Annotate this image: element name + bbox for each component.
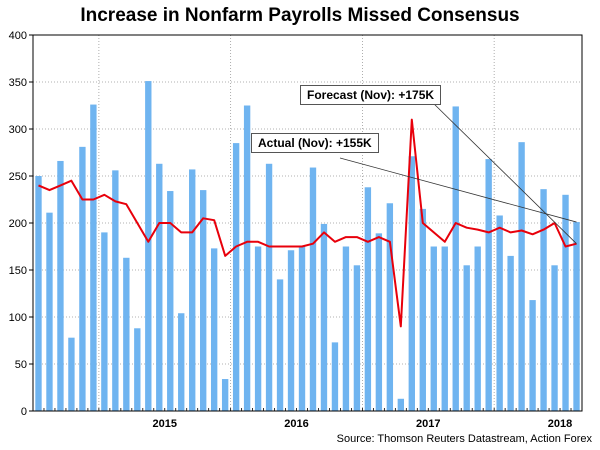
forecast-leader-line	[429, 99, 577, 244]
actual-bar	[496, 215, 503, 411]
actual-bar	[243, 105, 251, 411]
actual-bar	[46, 212, 53, 411]
actual-bar	[145, 81, 152, 411]
actual-bar	[342, 246, 350, 411]
actual-bar	[123, 257, 130, 411]
x-year-label: 2018	[548, 418, 572, 430]
actual-bar	[364, 187, 372, 411]
y-tick-label: 400	[9, 30, 27, 42]
actual-bar	[79, 146, 86, 412]
actual-bar	[254, 246, 262, 411]
forecast-line	[38, 118, 577, 328]
actual-bar	[529, 300, 536, 411]
actual-bar	[276, 279, 284, 411]
y-tick-label: 250	[9, 171, 27, 183]
actual-bar	[540, 189, 547, 411]
actual-bar	[397, 398, 405, 411]
y-tick-label: 350	[9, 77, 27, 89]
forecast-annotation: Forecast (Nov): +175K	[300, 85, 442, 105]
actual-bar	[474, 246, 481, 411]
actual-bar	[452, 106, 459, 411]
actual-bar	[463, 265, 470, 411]
actual-annotation: Actual (Nov): +155K	[251, 133, 379, 153]
actual-bar	[287, 250, 295, 411]
actual-bar	[551, 265, 558, 411]
actual-bar	[298, 246, 306, 411]
source-note: Source: Thomson Reuters Datastream, Acti…	[336, 433, 592, 445]
actual-bar	[156, 163, 163, 411]
actual-bar	[408, 156, 415, 411]
actual-bar	[200, 190, 207, 411]
actual-bar	[353, 265, 361, 411]
actual-bar	[35, 176, 42, 411]
actual-bar	[167, 191, 174, 411]
y-tick-label: 0	[21, 406, 27, 418]
x-year-label: 2016	[284, 418, 308, 430]
actual-bar	[309, 167, 317, 411]
actual-bar	[101, 232, 108, 411]
actual-bar	[507, 255, 514, 411]
actual-bar	[485, 159, 492, 411]
x-year-label: 2015	[153, 418, 177, 430]
actual-bar	[178, 313, 185, 411]
actual-bar	[562, 194, 569, 411]
actual-leader-line	[339, 157, 577, 223]
actual-bar	[386, 203, 394, 411]
y-tick-label: 300	[9, 124, 27, 136]
actual-bar	[573, 222, 580, 411]
actual-bar	[210, 248, 218, 411]
x-year-label: 2017	[416, 418, 440, 430]
y-tick-label: 50	[15, 359, 27, 371]
actual-bar	[375, 233, 383, 411]
actual-bar	[68, 337, 75, 411]
chart-title: Increase in Nonfarm Payrolls Missed Cons…	[80, 5, 520, 26]
actual-bar	[134, 328, 141, 411]
actual-bar	[441, 246, 448, 411]
actual-bar	[112, 170, 119, 411]
actual-bar	[265, 163, 273, 411]
actual-bar	[518, 142, 525, 411]
actual-bar	[232, 143, 240, 411]
actual-bar	[90, 104, 97, 411]
y-tick-label: 200	[9, 218, 27, 230]
actual-bar	[320, 223, 328, 411]
actual-bar	[419, 208, 426, 411]
actual-bar	[57, 160, 64, 411]
actual-bar	[221, 379, 229, 411]
y-tick-label: 150	[9, 265, 27, 277]
actual-bar	[189, 169, 196, 411]
plot-border	[32, 34, 583, 412]
actual-bar	[331, 342, 339, 411]
actual-bar	[430, 246, 437, 411]
y-tick-label: 100	[9, 312, 27, 324]
